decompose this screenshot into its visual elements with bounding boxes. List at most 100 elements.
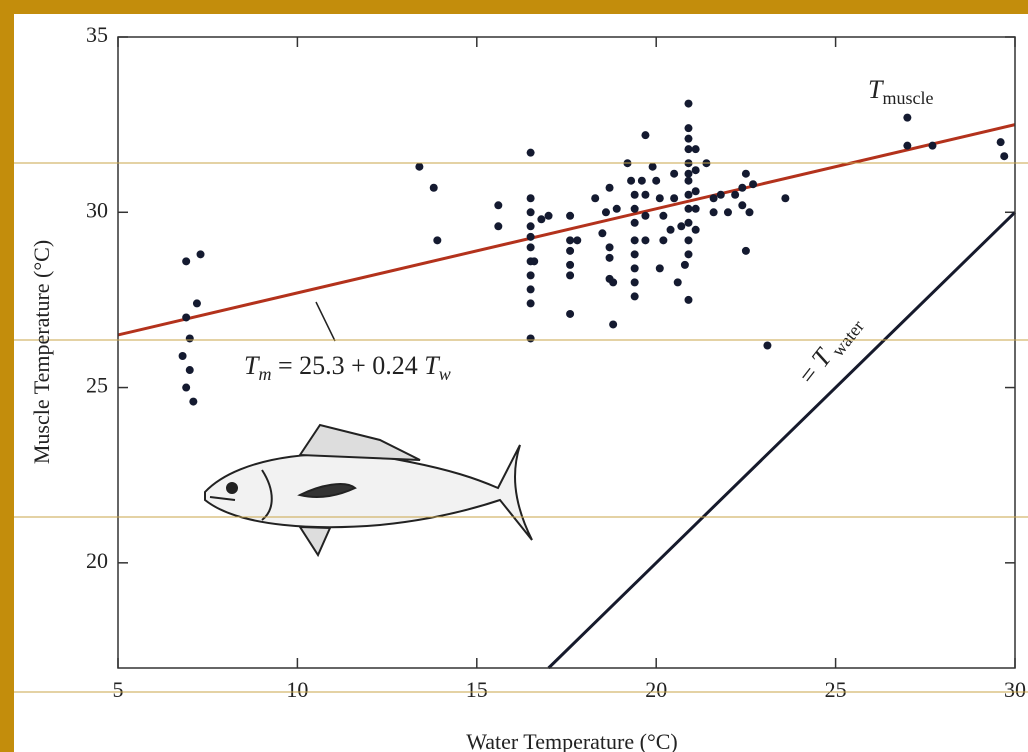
- data-point: [684, 169, 693, 178]
- y-axis-label: Muscle Temperature (°C): [29, 240, 54, 464]
- data-point: [763, 341, 772, 350]
- data-point: [630, 264, 639, 273]
- data-point: [598, 229, 607, 238]
- data-point: [637, 176, 646, 185]
- annotation-part: T: [244, 351, 260, 380]
- data-point: [526, 194, 535, 203]
- data-point: [601, 208, 610, 217]
- fish-illustration: [204, 423, 533, 558]
- data-point: [691, 187, 700, 196]
- data-point: [630, 236, 639, 245]
- data-point: [178, 352, 187, 361]
- data-point: [1000, 152, 1009, 161]
- x-tick-label: 30: [1004, 677, 1026, 702]
- data-point: [591, 194, 600, 203]
- x-axis-label: Water Temperature (°C): [466, 729, 678, 752]
- data-point: [612, 204, 621, 213]
- data-point: [691, 204, 700, 213]
- trend-line: [117, 123, 1016, 337]
- data-point: [530, 257, 539, 266]
- annotation-part: muscle: [882, 88, 933, 108]
- data-point: [185, 334, 194, 343]
- annotation: Tm = 25.3 + 0.24 Tw: [244, 351, 451, 384]
- data-point: [741, 246, 750, 255]
- data-point: [609, 278, 618, 287]
- y-tick-label: 35: [86, 22, 108, 47]
- data-point: [741, 169, 750, 178]
- trend-line: [547, 211, 1017, 670]
- data-point: [641, 190, 650, 199]
- data-point: [630, 278, 639, 287]
- x-tick-label: 25: [825, 677, 847, 702]
- data-point: [429, 183, 438, 192]
- data-point: [182, 383, 191, 392]
- data-point: [652, 176, 661, 185]
- annotation: Tmuscle: [868, 75, 933, 108]
- data-point: [566, 236, 575, 245]
- data-point: [680, 260, 689, 269]
- data-point: [526, 271, 535, 280]
- data-point: [903, 141, 912, 150]
- data-point: [684, 295, 693, 304]
- data-point: [494, 222, 503, 231]
- data-point: [630, 190, 639, 199]
- y-tick-label: 25: [86, 373, 108, 398]
- data-point: [716, 190, 725, 199]
- data-point: [192, 299, 201, 308]
- x-tick-label: 15: [466, 677, 488, 702]
- data-point: [641, 236, 650, 245]
- leader-line: [315, 301, 336, 342]
- data-point: [526, 232, 535, 241]
- data-point: [630, 250, 639, 259]
- data-point: [641, 131, 650, 140]
- data-point: [648, 162, 657, 171]
- data-point: [666, 225, 675, 234]
- annotation-part: = 25.3 + 0.24: [271, 351, 424, 380]
- data-point: [605, 253, 614, 262]
- data-point: [537, 215, 546, 224]
- data-point: [684, 176, 693, 185]
- data-point: [723, 208, 732, 217]
- x-tick-label: 10: [286, 677, 308, 702]
- data-point: [526, 222, 535, 231]
- data-point: [609, 320, 618, 329]
- data-point: [738, 183, 747, 192]
- annotation-part: w: [439, 364, 451, 384]
- data-point: [691, 145, 700, 154]
- data-point: [684, 99, 693, 108]
- data-point: [566, 246, 575, 255]
- data-point: [526, 334, 535, 343]
- data-point: [684, 204, 693, 213]
- data-point: [566, 271, 575, 280]
- y-tick-label: 20: [86, 548, 108, 573]
- data-point: [745, 208, 754, 217]
- data-point: [196, 250, 205, 259]
- data-point: [691, 225, 700, 234]
- data-point: [731, 190, 740, 199]
- data-point: [928, 141, 937, 150]
- data-point: [605, 243, 614, 252]
- data-point: [684, 190, 693, 199]
- data-point: [526, 243, 535, 252]
- data-point: [630, 218, 639, 227]
- data-point: [691, 166, 700, 175]
- data-point: [709, 208, 718, 217]
- data-point: [566, 211, 575, 220]
- data-point: [185, 366, 194, 375]
- data-point: [903, 113, 912, 122]
- plot-frame: [117, 36, 1016, 669]
- data-point: [415, 162, 424, 171]
- data-point: [544, 211, 553, 220]
- annotation-part: T: [424, 351, 440, 380]
- data-point: [684, 145, 693, 154]
- data-point: [655, 194, 664, 203]
- annotation-part: T: [868, 75, 884, 104]
- panel: [14, 14, 1028, 752]
- data-point: [433, 236, 442, 245]
- data-point: [781, 194, 790, 203]
- data-point: [605, 183, 614, 192]
- data-point: [670, 194, 679, 203]
- data-point: [996, 138, 1005, 147]
